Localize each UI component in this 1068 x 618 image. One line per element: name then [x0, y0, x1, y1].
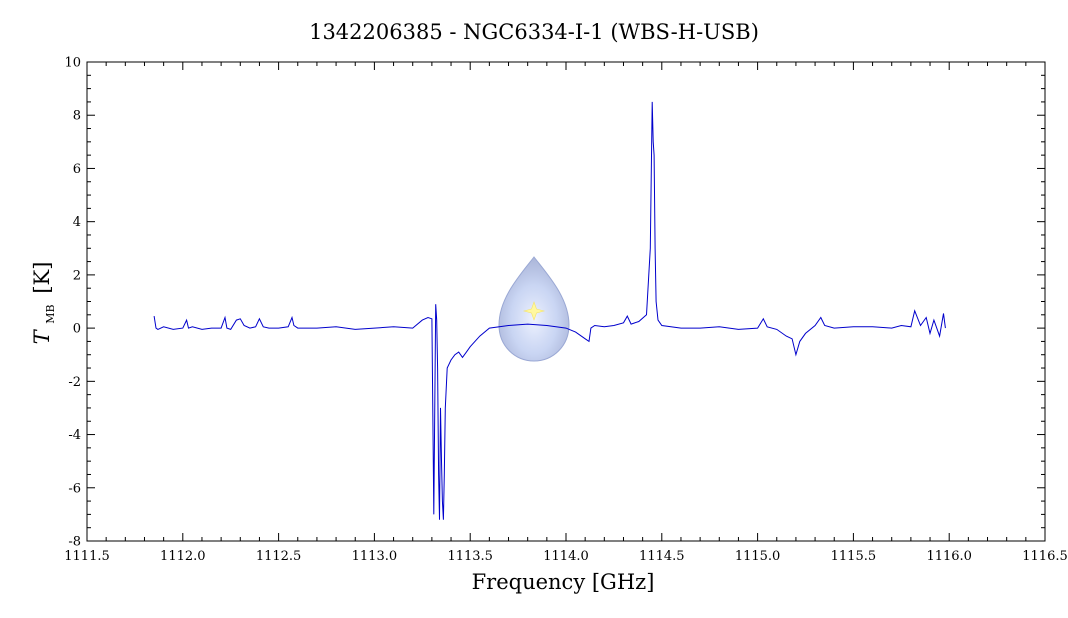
x-tick-label: 1116.5: [1022, 549, 1068, 564]
x-tick-label: 1113.0: [352, 549, 398, 564]
x-tick-label: 1115.0: [735, 549, 781, 564]
y-axis-label: T MB [K]: [30, 262, 59, 345]
y-tick-label: -6: [68, 481, 81, 496]
y-axis-label-main: T: [30, 328, 54, 344]
y-tick-label: 2: [73, 268, 81, 283]
y-axis: -8 -6 -4 -2 0 2 4 6 8 10: [64, 56, 1045, 550]
y-axis-label-subscript: MB: [44, 304, 57, 323]
x-axis-label: Frequency [GHz]: [472, 570, 655, 594]
y-tick-label: -8: [68, 535, 81, 550]
y-tick-label: -4: [68, 428, 81, 443]
y-tick-label: 4: [73, 215, 81, 230]
x-tick-label: 1116.0: [926, 549, 972, 564]
star-icon: [522, 301, 546, 321]
watermark-logo: [498, 256, 570, 362]
y-tick-label: 8: [73, 109, 81, 124]
spectrum-line-series: [153, 101, 946, 520]
x-tick-label: 1111.5: [64, 549, 110, 564]
y-tick-label: 0: [73, 322, 81, 337]
x-tick-label: 1112.5: [256, 549, 302, 564]
y-tick-label: 10: [64, 56, 81, 71]
chart-title: 1342206385 - NGC6334-I-1 (WBS-H-USB): [309, 20, 759, 44]
x-tick-label: 1114.0: [543, 549, 589, 564]
plot-frame: [86, 61, 1046, 542]
x-tick-label: 1112.0: [160, 549, 206, 564]
x-axis: 1111.5 1112.0 1112.5 1113.0 1113.5 1114.0 1114…: [64, 62, 1068, 564]
y-axis-label-unit: [K]: [30, 262, 54, 294]
y-tick-label: -2: [68, 375, 81, 390]
x-tick-label: 1113.5: [447, 549, 493, 564]
y-tick-label: 6: [73, 162, 81, 177]
x-tick-label: 1115.5: [831, 549, 877, 564]
x-tick-label: 1114.5: [639, 549, 685, 564]
